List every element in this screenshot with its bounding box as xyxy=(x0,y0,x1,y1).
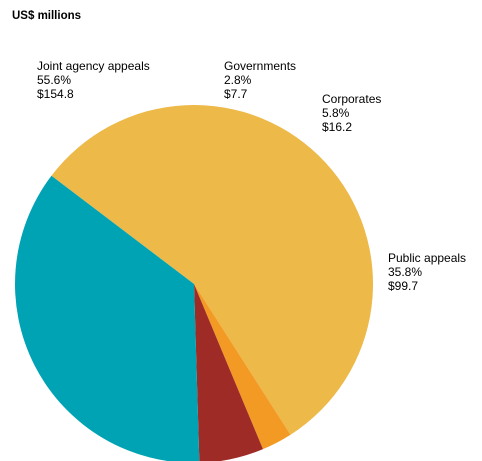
slice-value-corporates: $16.2 xyxy=(322,120,352,134)
slice-name-governments: Governments xyxy=(224,59,296,73)
slice-percent-governments: 2.8% xyxy=(224,73,252,87)
pie-slice-public-appeals xyxy=(15,175,200,461)
slice-label-public-appeals: Public appeals 35.8% $99.7 xyxy=(388,251,466,293)
slice-value-governments: $7.7 xyxy=(224,87,248,101)
slice-value-joint-agency-appeals: $154.8 xyxy=(37,87,74,101)
slice-label-joint-agency-appeals: Joint agency appeals 55.6% $154.8 xyxy=(37,59,150,101)
pie-slice-corporates xyxy=(194,284,263,461)
slice-percent-corporates: 5.8% xyxy=(322,106,350,120)
slice-label-corporates: Corporates 5.8% $16.2 xyxy=(322,92,381,134)
slice-percent-public-appeals: 35.8% xyxy=(388,265,422,279)
pie-slice-governments xyxy=(194,284,291,450)
chart-title: US$ millions xyxy=(12,10,82,22)
pie-slice-joint-agency-appeals xyxy=(51,104,374,435)
slice-name-joint-agency-appeals: Joint agency appeals xyxy=(37,59,150,73)
slice-name-corporates: Corporates xyxy=(322,92,381,106)
pie-slices xyxy=(15,104,374,461)
pie-labels: Joint agency appeals 55.6% $154.8 Governmen… xyxy=(37,59,466,293)
slice-value-public-appeals: $99.7 xyxy=(388,279,418,293)
slice-label-governments: Governments 2.8% $7.7 xyxy=(224,59,296,101)
slice-percent-joint-agency-appeals: 55.6% xyxy=(37,73,71,87)
slice-name-public-appeals: Public appeals xyxy=(388,251,466,265)
